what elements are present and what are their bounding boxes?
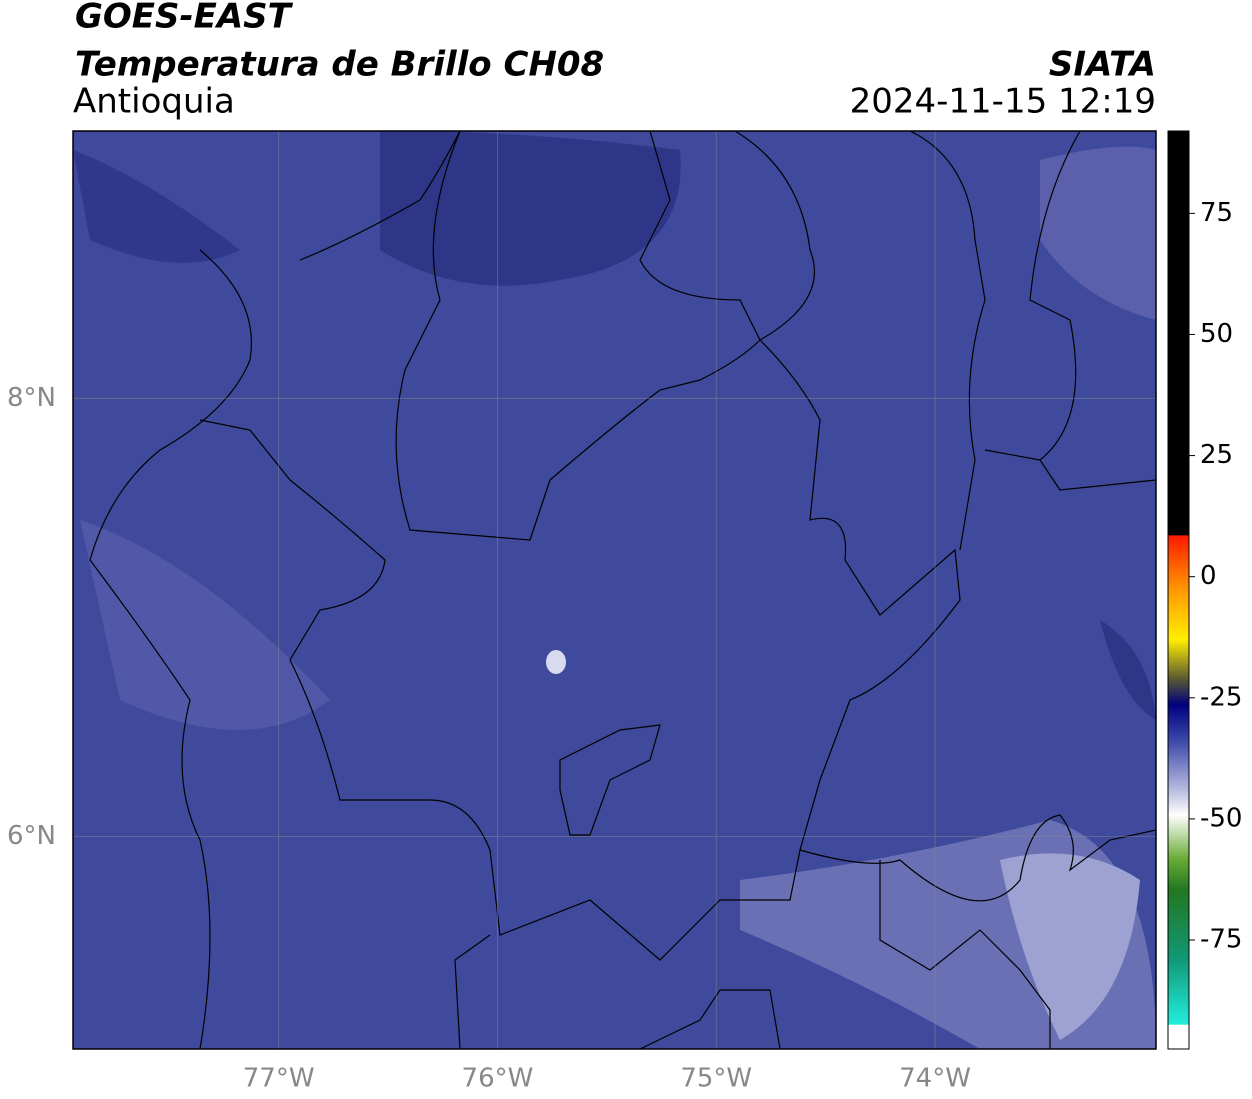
warm-area xyxy=(80,520,330,730)
boundary xyxy=(734,131,986,551)
boundary xyxy=(984,131,1156,491)
colorbar-tick-label: 50 xyxy=(1200,319,1233,349)
colorbar-tick-label: 75 xyxy=(1200,198,1233,228)
region: Antioquia xyxy=(73,82,235,122)
source: SIATA xyxy=(1049,45,1156,85)
grid xyxy=(73,131,1156,1049)
subtitle: Temperatura de Brillo CH08 xyxy=(75,45,604,85)
y-tick-label: 8°N xyxy=(7,383,56,413)
colorbar-tick-label: -50 xyxy=(1200,803,1242,833)
colorbar-tick-label: -75 xyxy=(1200,925,1242,955)
warm-area xyxy=(1040,146,1156,320)
title: GOES-EAST xyxy=(75,0,294,37)
coastline xyxy=(89,131,461,1049)
boundary xyxy=(559,724,661,836)
colorbar-tick-label: 0 xyxy=(1200,561,1217,591)
colorbar xyxy=(1167,130,1190,1050)
boundary xyxy=(454,814,1156,1049)
cold-area xyxy=(73,150,240,263)
x-tick-label: 74°W xyxy=(899,1064,971,1094)
x-tick-label: 77°W xyxy=(243,1064,315,1094)
warm-spot xyxy=(546,650,566,674)
boundary xyxy=(395,131,761,541)
x-tick-label: 75°W xyxy=(680,1064,752,1094)
datetime: 2024-11-15 12:19 xyxy=(850,82,1156,122)
colorbar-tick-label: -25 xyxy=(1200,682,1242,712)
cold-area xyxy=(1100,620,1156,720)
boundary xyxy=(199,339,961,961)
map xyxy=(73,131,1156,1049)
map-frame xyxy=(72,130,1157,1050)
x-tick-label: 76°W xyxy=(462,1064,534,1094)
y-tick-label: 6°N xyxy=(7,821,56,851)
colorbar-tick-label: 25 xyxy=(1200,440,1233,470)
cold-area xyxy=(380,131,681,286)
warm-area xyxy=(1000,853,1140,1040)
